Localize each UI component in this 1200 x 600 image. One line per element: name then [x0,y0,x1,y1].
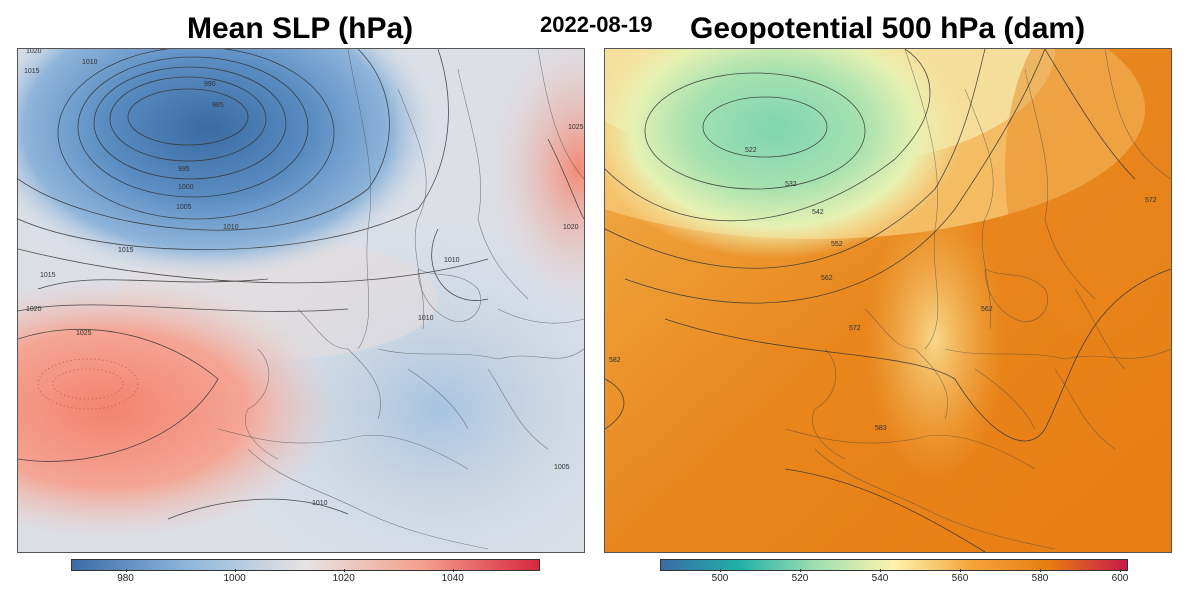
colorbar-tick-label: 540 [871,573,889,584]
colorbar-tick-mark [1120,569,1121,572]
geopotential-map-panel: 522 532 542 552 562 572 562 572 582 583 [604,48,1172,553]
colorbar-tick-mark [1040,569,1041,572]
slp-contour-label: 1010 [82,59,98,66]
slp-contour-label: 1020 [563,224,579,231]
colorbar-tick-label: 1020 [332,573,355,584]
slp-azores-high [18,279,338,539]
date-label: 2022-08-19 [540,12,653,37]
colorbar-tick-label: 500 [711,573,729,584]
colorbar-tick-label: 980 [117,573,134,584]
geopotential-contour-labels: 522 532 542 552 562 572 562 572 582 583 [609,147,1157,432]
geopotential-map-title: Geopotential 500 hPa (dam) [690,12,1086,45]
colorbar-tick-mark [125,569,127,572]
slp-contour-label: 1025 [568,124,584,131]
slp-contour-label: 1010 [418,315,434,322]
geopotential-colorbar [660,559,1128,571]
slp-colorbar [71,559,540,571]
slp-contour-label: 1015 [118,247,134,254]
colorbar-tick-label: 600 [1111,573,1129,584]
geopotential-contour-label: 542 [812,209,824,216]
slp-borders [217,49,584,550]
slp-low-pressure-system [18,49,438,279]
slp-map-panel: 1020 1015 1010 990 985 995 1000 1005 101… [17,48,585,553]
colorbar-tick-label: 560 [951,573,969,584]
slp-high-dotted-core [37,358,139,410]
slp-contour-label: 1010 [312,500,328,507]
geopotential-contour-label: 532 [785,181,797,188]
geopotential-contour-label: 572 [849,325,861,332]
slp-contour-label: 1010 [444,257,460,264]
colorbar-tick-mark [234,569,236,572]
slp-contour-label: 1005 [554,464,570,471]
slp-contour-label: 1000 [178,184,194,191]
geopotential-contour-label: 572 [1145,197,1157,204]
geopotential-contour-label: 522 [745,147,757,154]
slp-high-north-east [488,49,584,309]
colorbar-tick-mark [452,569,454,572]
slp-map-title: Mean SLP (hPa) [187,12,414,45]
colorbar-tick-label: 1040 [441,573,464,584]
slp-contour-label: 985 [212,102,224,109]
geopotential-borders [784,49,1171,550]
colorbar-tick-mark [800,569,801,572]
slp-contour-label: 1020 [26,306,42,313]
geopotential-contours [605,49,1171,552]
geopotential-map-svg: 522 532 542 552 562 572 562 572 582 583 [605,49,1171,552]
slp-contour-label: 995 [178,166,190,173]
slp-contour-label: 990 [204,81,216,88]
slp-contour-label: 1020 [26,49,42,55]
colorbar-tick-label: 520 [791,573,809,584]
geopotential-contour-label: 552 [831,241,843,248]
slp-map-svg: 1020 1015 1010 990 985 995 1000 1005 101… [18,49,584,552]
colorbar-tick-label: 580 [1031,573,1049,584]
slp-isobars [18,49,584,520]
colorbar-tick-mark [960,569,961,572]
geopotential-contour-label: 562 [821,275,833,282]
geopotential-contour-label: 582 [609,357,621,364]
geopotential-contour-label: 562 [981,306,993,313]
geopotential-contour-label: 583 [875,425,887,432]
slp-contour-label: 1015 [40,272,56,279]
geopotential-trough-extension [865,199,1005,479]
colorbar-tick-mark [343,569,345,572]
colorbar-tick-mark [720,569,721,572]
slp-contour-label: 1010 [223,224,239,231]
geopotential-east-warm [1005,49,1171,339]
colorbar-tick-label: 1000 [223,573,246,584]
geopotential-low-center [605,49,965,259]
slp-contour-label: 1025 [76,330,92,337]
slp-contour-label: 1005 [176,204,192,211]
colorbar-tick-mark [880,569,881,572]
slp-contour-labels: 1020 1015 1010 990 985 995 1000 1005 101… [24,49,584,507]
slp-contour-label: 1015 [24,68,40,75]
